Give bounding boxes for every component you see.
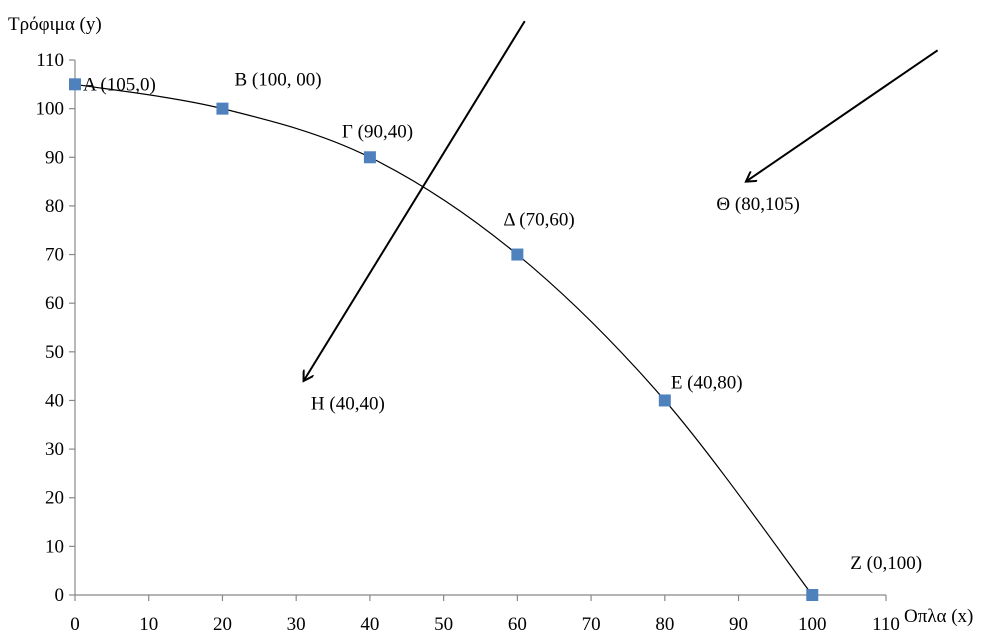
data-point-marker <box>363 151 376 164</box>
y-tick-label: 20 <box>45 488 64 509</box>
data-point-label: Δ (70,60) <box>503 210 574 231</box>
series-curve <box>74 83 813 596</box>
y-tick-label: 60 <box>45 293 64 314</box>
x-tick-label: 10 <box>139 614 158 635</box>
y-tick-label: 70 <box>45 245 64 266</box>
arrow-layer <box>304 20 939 381</box>
annotation-label: Θ (80,105) <box>716 194 799 215</box>
x-tick-label: 50 <box>434 614 453 635</box>
data-point-marker <box>658 394 671 407</box>
y-tick-label: 90 <box>45 147 64 168</box>
x-tick-label: 30 <box>287 614 306 635</box>
x-tick-label: 70 <box>582 614 601 635</box>
x-axis-title: Οπλα (x) <box>904 606 973 627</box>
data-point-marker <box>511 248 524 261</box>
y-axis-title: Τρόφιμα (y) <box>8 14 102 35</box>
data-point-label: Γ (90,40) <box>342 121 413 142</box>
x-tick-label: 0 <box>70 614 80 635</box>
x-tick-label: 90 <box>729 614 748 635</box>
annotation-label: H (40,40) <box>311 393 385 414</box>
y-tick-label: 0 <box>55 585 65 606</box>
y-tick-label: 110 <box>36 50 64 71</box>
x-tick-label: 80 <box>655 614 674 635</box>
label-layer: A (105,0) B (100, 00) Γ (90,40) Δ (70,60) E … <box>83 70 922 574</box>
x-tick-label: 100 <box>798 614 827 635</box>
data-point-label: E (40,80) <box>671 372 743 393</box>
axes: 0 10 20 30 40 50 60 70 80 90 100 110 0 10 20 30 40 50 60 70… <box>36 50 900 635</box>
curve-layer <box>74 83 813 596</box>
data-point-label: A (105,0) <box>83 74 156 95</box>
y-tick-label: 80 <box>45 196 64 217</box>
y-tick-label: 100 <box>36 99 65 120</box>
data-point-marker <box>216 102 229 115</box>
data-point-label: Z (0,100) <box>850 553 922 574</box>
data-point-label: B (100, 00) <box>234 70 321 91</box>
y-tick-label: 40 <box>45 390 64 411</box>
y-tick-label: 50 <box>45 342 64 363</box>
marker-layer <box>69 78 819 601</box>
x-tick-label: 20 <box>213 614 232 635</box>
data-point-marker <box>806 589 819 601</box>
arrow <box>304 20 526 381</box>
data-point-marker <box>69 78 81 91</box>
y-tick-label: 10 <box>45 536 64 557</box>
y-tick-label: 30 <box>45 439 64 460</box>
x-tick-label: 40 <box>360 614 379 635</box>
x-tick-label: 110 <box>872 614 900 635</box>
arrow <box>746 49 939 181</box>
x-tick-label: 60 <box>508 614 527 635</box>
